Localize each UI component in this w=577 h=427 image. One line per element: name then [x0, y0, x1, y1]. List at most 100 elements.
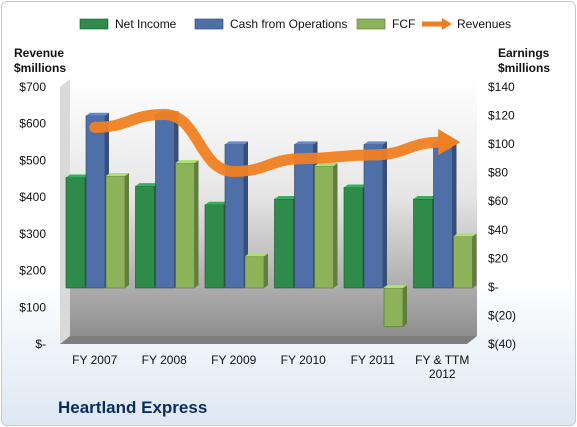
bar-top: [384, 285, 407, 288]
bar-front: [204, 204, 225, 289]
bar-top: [314, 162, 338, 166]
left-tick-label: $300: [19, 227, 46, 241]
bar-top: [86, 112, 109, 116]
bar-front: [453, 236, 473, 289]
category-label: 2012: [429, 367, 456, 381]
bar-top: [106, 173, 129, 177]
left-tick-label: $100: [19, 300, 46, 314]
bar-side: [472, 233, 477, 288]
category-labels: FY 2007 FY 2008 FY 2009 FY 2010 FY 2011 FY & …: [72, 353, 469, 381]
bar-front: [363, 144, 384, 289]
right-axis-title: Earnings $millions: [498, 46, 568, 76]
bar-top: [364, 141, 387, 145]
bar-front: [383, 287, 404, 328]
bar-top: [294, 141, 318, 145]
bar-net-income-fy-ttm-2012: [413, 195, 437, 289]
bar-cash-from-operations-fy-2011: [363, 141, 387, 289]
revenues-line-series: [89, 109, 461, 177]
bar-net-income-fy-2010: [274, 195, 298, 289]
bar-top: [225, 141, 248, 145]
bar-front: [175, 162, 195, 289]
legend-item-net-income: Net Income: [79, 17, 177, 31]
left-tick-label: $700: [19, 80, 46, 94]
bar-front: [155, 113, 175, 289]
bar-side: [264, 253, 268, 288]
right-tick-label: $(40): [488, 337, 516, 351]
legend-swatch-arrow: [442, 18, 452, 30]
right-tick-label: $-: [488, 280, 499, 294]
left-tick-label: $400: [19, 190, 46, 204]
bar-front: [65, 177, 86, 289]
legend-label: Cash from Operations: [230, 17, 347, 31]
category-label: FY 2008: [142, 353, 187, 367]
left-axis-title-line1: Revenue: [14, 46, 65, 60]
bar-side: [194, 160, 199, 288]
legend-swatch: [194, 18, 224, 30]
bar-top: [175, 160, 199, 164]
bar-top: [274, 195, 298, 199]
category-label: FY & TTM: [415, 353, 469, 367]
right-axis-title-line1: Earnings: [498, 46, 550, 60]
left-axis-title-line2: $millions: [14, 61, 67, 75]
right-axis-title-line2: $millions: [498, 61, 551, 75]
right-tick-label: $100: [488, 137, 515, 151]
right-axis-ticks: $(40) $(20) $- $20 $40 $60 $80 $100 $120 $140: [488, 80, 516, 351]
bar-front: [343, 187, 364, 289]
bar-front: [135, 185, 155, 289]
category-label: FY 2010: [281, 353, 326, 367]
bar-fcf-fy-ttm-2012: [453, 233, 477, 289]
bar-net-income-fy-2011: [343, 184, 367, 289]
bar-top: [135, 183, 159, 187]
right-tick-label: $20: [488, 251, 508, 265]
revenues-line-arrowhead: [438, 129, 461, 156]
left-tick-label: $-: [35, 337, 46, 351]
left-tick-label: $500: [19, 153, 46, 167]
bar-fcf-fy-2008: [175, 160, 199, 289]
bar-fcf-fy-2007: [105, 173, 129, 289]
left-axis-ticks: $- $100 $200 $300 $400 $500 $600 $700: [19, 80, 46, 351]
right-tick-label: $40: [488, 223, 508, 237]
plot-floor: [60, 336, 477, 344]
legend-item-fcf: FCF: [356, 17, 415, 31]
right-tick-label: $140: [488, 80, 515, 94]
bar-front: [413, 198, 433, 289]
bar-fcf-fy-2009: [244, 253, 268, 289]
bar-front: [314, 165, 334, 289]
right-tick-label: $(20): [488, 308, 516, 322]
bar-top: [66, 174, 89, 178]
right-tick-label: $80: [488, 166, 508, 180]
bar-fcf-fy-2011: [383, 285, 407, 328]
category-label: FY 2011: [351, 353, 396, 367]
revenues-line: [89, 109, 448, 177]
bar-front: [294, 144, 314, 289]
legend-label: Net Income: [115, 17, 177, 31]
bar-side: [244, 141, 248, 288]
legend-label: Revenues: [457, 17, 511, 31]
legend-swatch: [79, 18, 109, 30]
legend-item-cash-from-operations: Cash from Operations: [194, 17, 347, 31]
bar-top: [205, 201, 228, 205]
category-label: FY 2009: [211, 353, 256, 367]
category-label: FY 2007: [72, 353, 117, 367]
bar-cash-from-operations-fy-ttm-2012: [433, 139, 457, 289]
right-tick-label: $60: [488, 194, 508, 208]
legend: Net Income Cash from Operations FCF Revenue…: [79, 17, 511, 31]
bar-top: [344, 184, 367, 188]
left-axis-title: Revenue $millions: [14, 46, 84, 76]
bar-front: [433, 142, 453, 289]
bar-net-income-fy-2009: [204, 201, 228, 289]
bar-front: [244, 256, 265, 289]
bar-front: [85, 115, 106, 289]
right-tick-label: $120: [488, 109, 515, 123]
bar-fcf-fy-2010: [314, 162, 338, 289]
left-tick-label: $600: [19, 117, 46, 131]
bar-cash-from-operations-fy-2009: [224, 141, 248, 289]
bar-top: [413, 195, 437, 199]
bar-series: [65, 111, 477, 328]
bar-top: [453, 233, 477, 237]
bar-side: [333, 162, 338, 288]
bar-cash-from-operations-fy-2007: [85, 112, 109, 289]
bar-net-income-fy-2007: [65, 174, 89, 289]
